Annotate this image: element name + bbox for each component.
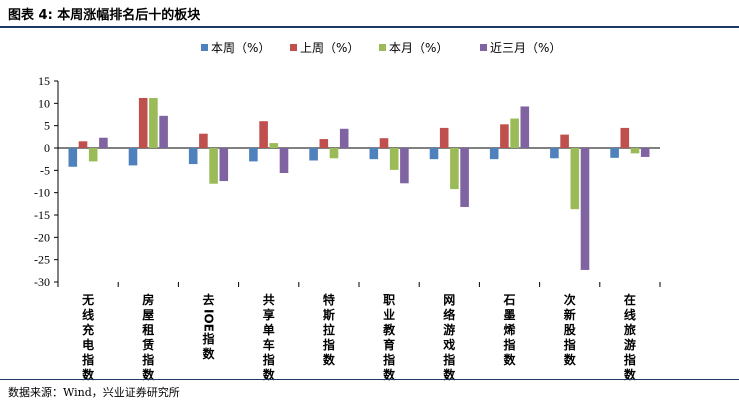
bar	[88, 148, 98, 162]
y-tick-label: -5	[40, 163, 50, 177]
bar	[209, 148, 218, 184]
bar	[570, 148, 580, 210]
bar	[159, 115, 168, 148]
y-tick-label: -15	[34, 208, 50, 222]
bar	[450, 148, 459, 190]
y-tick-label: -30	[34, 275, 50, 289]
bar	[520, 106, 530, 148]
bar	[400, 148, 409, 184]
x-category-label: 无线充电指数	[81, 293, 95, 382]
bar	[279, 148, 289, 174]
bar	[219, 148, 229, 182]
data-source: 数据来源：Wind，兴业证券研究所	[8, 386, 180, 399]
x-category-label: 石墨烯指数	[502, 293, 516, 367]
title-bar: 图表 4: 本周涨幅排名后十的板块	[0, 0, 739, 24]
x-category-label: 次新股指数	[564, 292, 577, 367]
x-category-label: 在线旅游指数	[624, 292, 637, 382]
bar	[149, 97, 158, 148]
legend-label: 本月（%）	[389, 41, 448, 55]
bar	[249, 148, 258, 162]
bar	[500, 124, 509, 148]
legend-swatch	[480, 44, 487, 51]
legend-label: 近三月（%）	[490, 41, 561, 55]
x-category-label: 职业教育指数	[382, 293, 396, 382]
y-tick-label: -10	[34, 186, 50, 200]
bar	[309, 148, 318, 161]
bar	[610, 148, 619, 158]
bar	[389, 148, 399, 170]
bar	[379, 138, 389, 148]
legend-swatch	[379, 44, 386, 51]
bar	[369, 148, 379, 160]
bar	[550, 148, 559, 159]
y-tick-label: 10	[38, 96, 50, 110]
bar	[640, 148, 650, 157]
y-tick-label: 5	[44, 119, 50, 133]
bar	[620, 127, 630, 148]
bar	[128, 148, 138, 166]
bar	[560, 134, 569, 148]
bar	[429, 148, 439, 160]
y-tick-label: -20	[34, 230, 50, 244]
bar	[68, 148, 78, 167]
bar	[339, 128, 349, 148]
x-category-label: 特斯拉指数	[323, 292, 336, 367]
legend-label: 上周（%）	[300, 41, 359, 55]
bar	[460, 148, 469, 207]
bar	[269, 143, 279, 148]
y-tick-label: -25	[34, 253, 50, 267]
bar	[199, 133, 208, 148]
bar	[259, 121, 268, 148]
y-tick-label: 15	[38, 74, 50, 88]
bar	[510, 118, 519, 148]
y-tick-label: 0	[44, 141, 50, 155]
x-category-label-latin: IOE	[202, 309, 216, 332]
legend-swatch	[201, 44, 208, 51]
bar	[489, 148, 499, 160]
bar	[188, 148, 198, 165]
legend-swatch	[290, 44, 297, 51]
bar	[78, 141, 88, 148]
bar	[99, 137, 108, 148]
bar	[630, 148, 640, 154]
x-category-label: 房屋租赁指数	[141, 292, 155, 382]
x-category-label: 共享单车指数	[263, 292, 276, 382]
legend-label: 本周（%）	[211, 41, 270, 55]
bar	[439, 127, 449, 148]
chart-title: 图表 4: 本周涨幅排名后十的板块	[8, 8, 201, 23]
title-rule	[0, 26, 739, 28]
bar	[580, 148, 590, 270]
bar	[329, 148, 339, 159]
footer-rule	[0, 379, 739, 380]
bar	[319, 139, 329, 148]
bar	[138, 97, 148, 148]
x-category-label: 去指数	[202, 292, 215, 361]
x-category-label: 网络游戏指数	[442, 293, 456, 382]
